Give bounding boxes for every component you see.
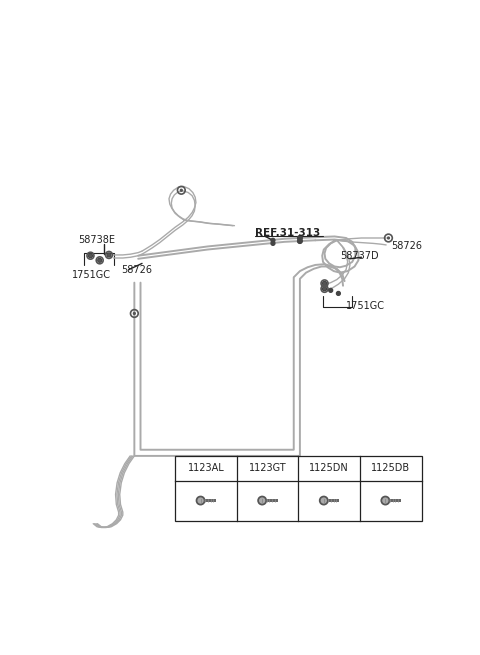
Text: 58726: 58726: [391, 242, 422, 252]
Circle shape: [320, 496, 328, 505]
Circle shape: [180, 189, 182, 191]
Text: 1125DB: 1125DB: [371, 463, 410, 473]
Text: 1123AL: 1123AL: [188, 463, 224, 473]
Circle shape: [260, 498, 264, 503]
Text: 1751GC: 1751GC: [72, 270, 111, 280]
Circle shape: [381, 496, 390, 505]
Text: 58726: 58726: [121, 265, 152, 274]
Circle shape: [98, 258, 102, 262]
Circle shape: [298, 236, 302, 240]
Circle shape: [324, 282, 325, 284]
Circle shape: [99, 259, 101, 261]
Circle shape: [198, 498, 203, 503]
Text: 1125DN: 1125DN: [309, 463, 349, 473]
Text: 1123GT: 1123GT: [249, 463, 287, 473]
Circle shape: [88, 253, 92, 257]
Circle shape: [108, 254, 110, 256]
Circle shape: [271, 242, 275, 246]
Bar: [266, 499, 277, 502]
Circle shape: [107, 253, 111, 257]
Circle shape: [298, 239, 302, 244]
Bar: [175, 456, 421, 521]
Circle shape: [90, 255, 91, 257]
Circle shape: [336, 291, 340, 295]
Circle shape: [321, 498, 326, 503]
Circle shape: [387, 237, 389, 239]
Circle shape: [323, 287, 326, 291]
Circle shape: [298, 236, 302, 240]
Text: REF.31-313: REF.31-313: [255, 227, 321, 238]
Circle shape: [271, 238, 275, 242]
Bar: [389, 499, 401, 502]
Circle shape: [133, 312, 135, 314]
Circle shape: [329, 288, 333, 292]
Text: 58738E: 58738E: [78, 235, 115, 246]
Circle shape: [298, 239, 302, 243]
Circle shape: [196, 496, 205, 505]
Text: 1751GC: 1751GC: [346, 301, 385, 310]
Circle shape: [383, 498, 388, 503]
Circle shape: [258, 496, 266, 505]
Bar: [328, 499, 339, 502]
Circle shape: [323, 282, 326, 286]
Bar: [204, 499, 216, 502]
Text: 58737D: 58737D: [340, 251, 379, 261]
Circle shape: [324, 288, 325, 290]
